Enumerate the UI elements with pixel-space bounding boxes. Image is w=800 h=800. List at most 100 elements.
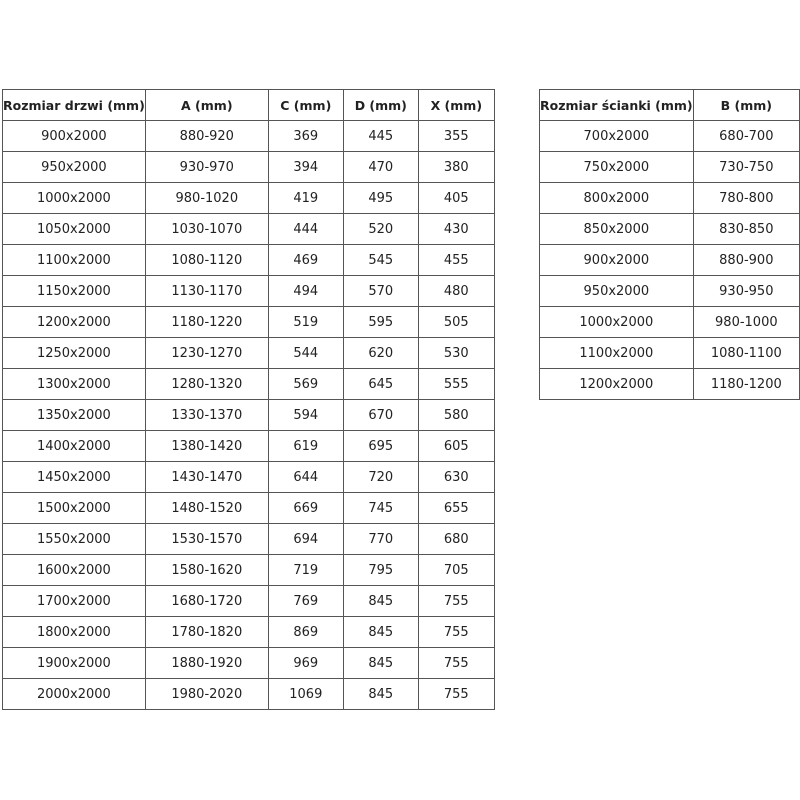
- table-cell: 544: [267, 337, 344, 369]
- table-cell: 770: [342, 523, 419, 555]
- table-cell: 969: [267, 647, 344, 679]
- table-row: 1000x2000 980-1020 419 495 405: [2, 182, 495, 214]
- table-cell: 719: [267, 554, 344, 586]
- table-row: 1500x2000 1480-1520 669 745 655: [2, 492, 495, 524]
- table-cell: 519: [267, 306, 344, 338]
- table-cell: 1700x2000: [2, 585, 146, 617]
- table-cell: 1450x2000: [2, 461, 146, 493]
- table-cell: 1230-1270: [144, 337, 269, 369]
- column-header: C (mm): [267, 89, 344, 121]
- table-cell: 930-970: [144, 151, 269, 183]
- table-cell: 555: [417, 368, 495, 400]
- table-cell: 755: [417, 616, 495, 648]
- column-header: X (mm): [417, 89, 495, 121]
- table-cell: 880-900: [692, 244, 800, 276]
- table-row: 700x2000 680-700: [539, 120, 800, 152]
- table-cell: 1150x2000: [2, 275, 146, 307]
- table-cell: 950x2000: [2, 151, 146, 183]
- table-cell: 755: [417, 647, 495, 679]
- table-cell: 669: [267, 492, 344, 524]
- table-cell: 570: [342, 275, 419, 307]
- table-cell: 1500x2000: [2, 492, 146, 524]
- table-cell: 980-1000: [692, 306, 800, 338]
- table-cell: 619: [267, 430, 344, 462]
- table-row: 1600x2000 1580-1620 719 795 705: [2, 554, 495, 586]
- table-cell: 695: [342, 430, 419, 462]
- table-row: 1550x2000 1530-1570 694 770 680: [2, 523, 495, 555]
- table-cell: 980-1020: [144, 182, 269, 214]
- table-cell: 850x2000: [539, 213, 694, 245]
- table-cell: 1380-1420: [144, 430, 269, 462]
- table-cell: 655: [417, 492, 495, 524]
- table-cell: 430: [417, 213, 495, 245]
- table-cell: 700x2000: [539, 120, 694, 152]
- table-row: 900x2000 880-920 369 445 355: [2, 120, 495, 152]
- table-cell: 405: [417, 182, 495, 214]
- table-cell: 1400x2000: [2, 430, 146, 462]
- table-row: 750x2000 730-750: [539, 151, 800, 183]
- table-cell: 1080-1120: [144, 244, 269, 276]
- table-cell: 595: [342, 306, 419, 338]
- table-cell: 520: [342, 213, 419, 245]
- table-row: 1350x2000 1330-1370 594 670 580: [2, 399, 495, 431]
- table-cell: 1130-1170: [144, 275, 269, 307]
- table-cell: 355: [417, 120, 495, 152]
- table-cell: 1550x2000: [2, 523, 146, 555]
- table-cell: 1200x2000: [2, 306, 146, 338]
- table-cell: 594: [267, 399, 344, 431]
- table-cell: 569: [267, 368, 344, 400]
- table-cell: 1200x2000: [539, 368, 694, 400]
- table-cell: 455: [417, 244, 495, 276]
- table-cell: 394: [267, 151, 344, 183]
- table-row: 1100x2000 1080-1100: [539, 337, 800, 369]
- table-cell: 845: [342, 585, 419, 617]
- table-cell: 444: [267, 213, 344, 245]
- table-cell: 845: [342, 616, 419, 648]
- table-cell: 530: [417, 337, 495, 369]
- table-cell: 755: [417, 678, 495, 710]
- table-row: 1450x2000 1430-1470 644 720 630: [2, 461, 495, 493]
- table-cell: 730-750: [692, 151, 800, 183]
- table-cell: 1600x2000: [2, 554, 146, 586]
- table-cell: 900x2000: [539, 244, 694, 276]
- table-row: 1900x2000 1880-1920 969 845 755: [2, 647, 495, 679]
- table-cell: 1980-2020: [144, 678, 269, 710]
- column-header: B (mm): [692, 89, 800, 121]
- table-cell: 1880-1920: [144, 647, 269, 679]
- table-cell: 830-850: [692, 213, 800, 245]
- table-row: 2000x2000 1980-2020 1069 845 755: [2, 678, 495, 710]
- wall-sizes-table: Rozmiar ścianki (mm) B (mm) 700x2000 680-7…: [539, 89, 800, 400]
- table-cell: 769: [267, 585, 344, 617]
- table-cell: 1580-1620: [144, 554, 269, 586]
- table-row: 1150x2000 1130-1170 494 570 480: [2, 275, 495, 307]
- table-cell: 780-800: [692, 182, 800, 214]
- table-row: 1800x2000 1780-1820 869 845 755: [2, 616, 495, 648]
- table-cell: 630: [417, 461, 495, 493]
- table-cell: 469: [267, 244, 344, 276]
- table-row: 1050x2000 1030-1070 444 520 430: [2, 213, 495, 245]
- table-cell: 900x2000: [2, 120, 146, 152]
- table-row: 1300x2000 1280-1320 569 645 555: [2, 368, 495, 400]
- table-cell: 755: [417, 585, 495, 617]
- table-cell: 2000x2000: [2, 678, 146, 710]
- table-cell: 545: [342, 244, 419, 276]
- table-cell: 445: [342, 120, 419, 152]
- column-header: A (mm): [144, 89, 269, 121]
- table-cell: 694: [267, 523, 344, 555]
- table-cell: 1780-1820: [144, 616, 269, 648]
- table-cell: 720: [342, 461, 419, 493]
- table-cell: 1050x2000: [2, 213, 146, 245]
- table-row: 1400x2000 1380-1420 619 695 605: [2, 430, 495, 462]
- table-cell: 1030-1070: [144, 213, 269, 245]
- table-cell: 800x2000: [539, 182, 694, 214]
- table-cell: 470: [342, 151, 419, 183]
- table-cell: 750x2000: [539, 151, 694, 183]
- table-cell: 1530-1570: [144, 523, 269, 555]
- table-row: 950x2000 930-970 394 470 380: [2, 151, 495, 183]
- table-cell: 1430-1470: [144, 461, 269, 493]
- table-cell: 1350x2000: [2, 399, 146, 431]
- table-cell: 745: [342, 492, 419, 524]
- table-cell: 1250x2000: [2, 337, 146, 369]
- column-header: D (mm): [342, 89, 419, 121]
- table-cell: 1330-1370: [144, 399, 269, 431]
